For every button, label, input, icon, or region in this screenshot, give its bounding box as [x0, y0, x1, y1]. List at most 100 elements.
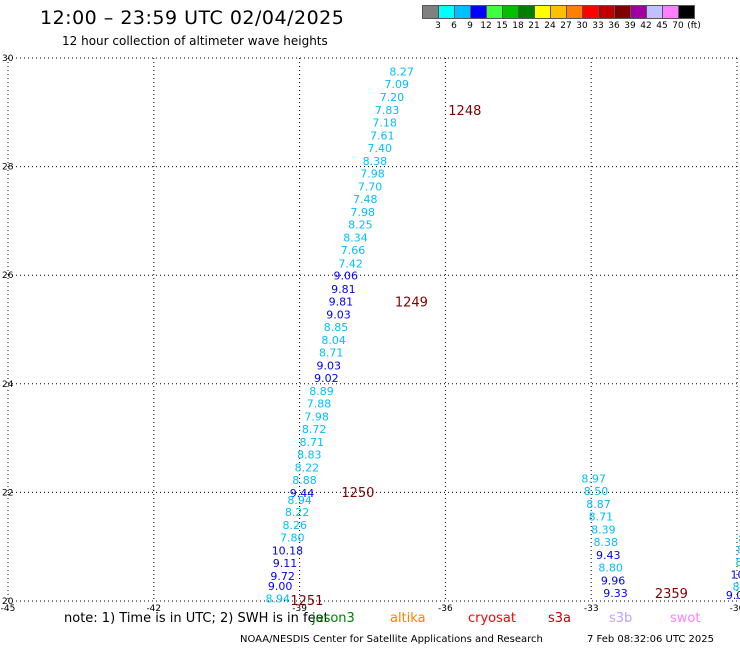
y-tick-label: 22 — [2, 488, 13, 498]
pass-time-label: 1248 — [448, 104, 481, 119]
pass-time-label: 1249 — [395, 295, 428, 310]
chart-subtitle: 12 hour collection of altimeter wave hei… — [62, 34, 328, 48]
data-point-label: 7.98 — [360, 168, 385, 181]
color-swatch — [678, 5, 695, 19]
data-point-label: 9.03 — [317, 359, 342, 372]
generated-timestamp: 7 Feb 08:32:06 UTC 2025 — [587, 634, 714, 645]
data-point-label: 7.98 — [304, 410, 329, 423]
data-point-label: 8.88 — [292, 474, 317, 487]
chart-title: 12:00 – 23:59 UTC 02/04/2025 — [40, 7, 345, 29]
color-legend-label: 15 — [496, 21, 508, 31]
color-legend-label: 3 — [435, 21, 441, 31]
satellite-legend-swot: swot — [670, 611, 701, 626]
data-point-label: 7.88 — [307, 397, 332, 410]
data-point-label: 9.02 — [314, 372, 339, 385]
y-tick-label: 28 — [2, 163, 14, 173]
data-point-label: 9.06 — [334, 270, 359, 283]
data-point-label: 7.66 — [341, 244, 366, 257]
footer-note: note: 1) Time is in UTC; 2) SWH is in fe… — [0, 611, 740, 631]
color-legend-label: 18 — [512, 21, 524, 31]
color-legend-label: 9 — [467, 21, 473, 31]
data-point-label: 8.80 — [598, 561, 623, 574]
data-point-label: 8.39 — [591, 523, 616, 536]
data-point-label: 7.18 — [372, 117, 397, 130]
color-legend-label: 45 — [656, 21, 668, 31]
data-point-label: 8.38 — [363, 155, 388, 168]
color-legend-label: 39 — [624, 21, 636, 31]
footer-note-text: note: 1) Time is in UTC; 2) SWH is in fe… — [64, 611, 329, 626]
data-point-label: 7.98 — [351, 206, 376, 219]
satellite-legend-s3a: s3a — [548, 611, 572, 626]
data-point-label: 8.27 — [389, 66, 414, 79]
color-legend-label: 33 — [592, 21, 604, 31]
color-legend-bar — [422, 5, 695, 19]
data-point-label: 7.61 — [370, 130, 395, 143]
data-point-label: 7.70 — [358, 181, 383, 194]
data-point-label: 9.44 — [290, 487, 315, 500]
x-tick-label: -33 — [584, 604, 599, 614]
data-point-label: 8.87 — [586, 498, 611, 511]
data-point-label: 8 — [735, 556, 740, 569]
pass-time-label: 1250 — [341, 486, 374, 501]
y-tick-label: 24 — [2, 380, 14, 390]
x-tick-label: -45 — [1, 604, 16, 614]
x-tick-label: -39 — [292, 604, 307, 614]
y-tick-label: 30 — [2, 54, 14, 64]
data-point-label: 9.43 — [596, 549, 621, 562]
data-point-label: 7.20 — [380, 91, 405, 104]
satellite-legend-cryosat: cryosat — [468, 611, 516, 626]
data-point-label: 8.22 — [295, 461, 320, 474]
data-point-label: 8.83 — [297, 448, 322, 461]
data-point-label: 8.97 — [581, 472, 606, 485]
color-legend-label: (ft) — [687, 21, 701, 31]
data-point-label: 8.72 — [302, 423, 327, 436]
data-point-label: 8 — [738, 533, 740, 546]
data-point-label: 7.48 — [353, 193, 378, 206]
pass-time-label: 1251 — [290, 594, 323, 609]
data-point-label: 8.85 — [324, 321, 349, 334]
data-point-label: 8.22 — [285, 506, 310, 519]
data-point-label: 8.50 — [584, 485, 609, 498]
data-point-label: 8.34 — [343, 232, 368, 245]
data-point-label: 7.40 — [368, 142, 393, 155]
color-legend-label: 21 — [528, 21, 540, 31]
data-point-label: 10 — [730, 568, 740, 581]
grid-layer — [7, 57, 738, 602]
data-point-label: 9.11 — [273, 557, 298, 570]
data-point-label: 7.09 — [385, 78, 410, 91]
color-legend-label: 24 — [544, 21, 556, 31]
x-tick-label: -36 — [438, 604, 453, 614]
data-point-label: 8.38 — [594, 536, 619, 549]
data-point-label: 9.72 — [270, 570, 295, 583]
data-point-label: 10.18 — [272, 545, 304, 558]
data-point-label: 8.25 — [348, 219, 373, 232]
color-legend-label: 42 — [640, 21, 652, 31]
data-point-label: 7.42 — [338, 257, 363, 270]
pass-time-label: 2359 — [655, 587, 688, 602]
data-point-label: 8.04 — [321, 334, 346, 347]
data-point-label: 7.80 — [280, 531, 305, 544]
satellite-legend-s3b: s3b — [609, 611, 633, 626]
color-legend-label: 6 — [451, 21, 457, 31]
data-point-label: 9.00 — [268, 580, 293, 593]
data-point-label: 8.26 — [282, 519, 307, 532]
data-point-label: 9.81 — [331, 283, 356, 296]
x-tick-label: -30 — [730, 604, 740, 614]
y-tick-label: 20 — [2, 597, 14, 607]
data-point-label: 9.96 — [601, 574, 626, 587]
data-point-label: 8.71 — [589, 510, 614, 523]
color-legend-label: 27 — [560, 21, 572, 31]
x-tick-label: -42 — [146, 604, 161, 614]
data-point-label: 9.81 — [329, 295, 354, 308]
data-point-label: 7.83 — [375, 104, 400, 117]
color-legend-label: 12 — [480, 21, 492, 31]
color-legend-label: 70 — [672, 21, 684, 31]
data-point-label: 9.33 — [603, 587, 628, 600]
color-legend-label: 36 — [608, 21, 620, 31]
y-tick-label: 26 — [2, 271, 14, 281]
data-point-label: 8.71 — [319, 346, 344, 359]
data-point-label: 9.0 — [726, 589, 740, 602]
pass-time-labels: 1248 1249 1250 1251 2359 — [290, 104, 688, 609]
data-point-label: 8 — [733, 580, 740, 593]
